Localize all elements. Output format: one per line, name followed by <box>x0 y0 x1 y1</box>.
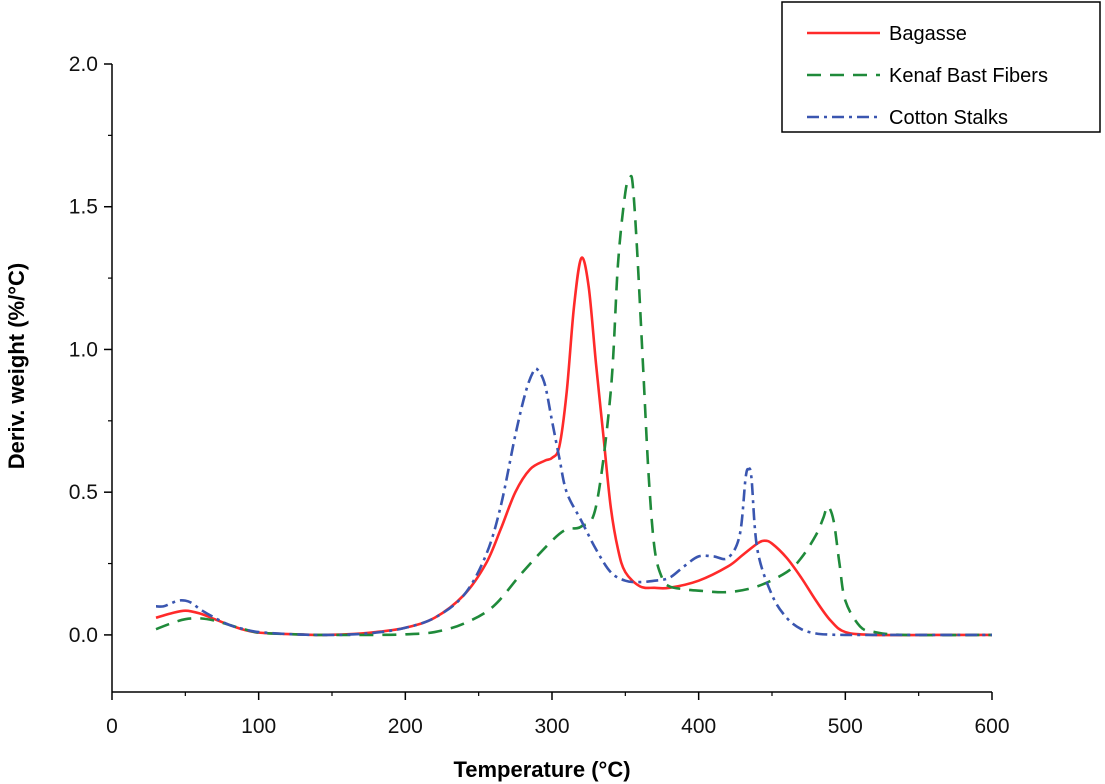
x-tick-label: 200 <box>388 715 423 738</box>
y-axis-title: Deriv. weight (%/°C) <box>4 263 29 469</box>
legend-label: Kenaf Bast Fibers <box>889 65 1048 87</box>
y-tick-label: 1.5 <box>69 196 98 219</box>
y-tick-label: 0.0 <box>69 624 98 647</box>
x-tick-label: 600 <box>974 715 1009 738</box>
y-tick-label: 0.5 <box>69 481 98 504</box>
x-tick-label: 500 <box>828 715 863 738</box>
series-line-bagasse <box>155 256 992 637</box>
x-tick-label: 0 <box>106 715 118 738</box>
legend: Bagasse Kenaf Bast Fibers Cotton Stalks <box>781 1 1101 133</box>
y-tick-label: 2.0 <box>69 53 98 76</box>
legend-box <box>781 1 1101 133</box>
x-axis-title: Temperature (°C) <box>453 757 630 782</box>
plot-series <box>155 174 993 637</box>
x-tick-label: 400 <box>681 715 716 738</box>
series-line-kenaf-bast-fibers <box>155 174 993 637</box>
y-tick-label: 1.0 <box>69 338 98 361</box>
axes: 0 100 200 300 400 500 600 0.0 0.5 1.0 1.5 2.0 <box>69 53 1010 738</box>
legend-label: Bagasse <box>889 23 967 45</box>
x-tick-label: 100 <box>241 715 276 738</box>
x-tick-label: 300 <box>534 715 569 738</box>
series-line-cotton-stalks <box>155 367 992 637</box>
legend-label: Cotton Stalks <box>889 107 1008 129</box>
